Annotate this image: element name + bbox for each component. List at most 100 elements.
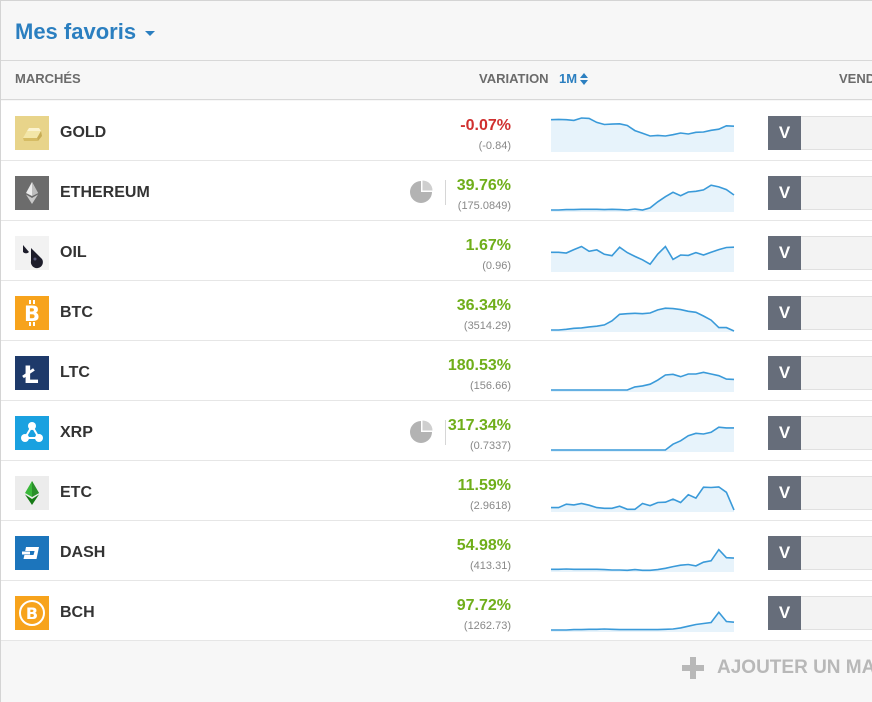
sparkline-line <box>551 426 734 451</box>
sell-price-field[interactable] <box>801 416 872 450</box>
sparkline-chart <box>551 548 735 572</box>
portfolio-pie-icon[interactable] <box>409 180 433 204</box>
sell-button[interactable]: V <box>768 116 801 150</box>
gold-bar-icon <box>15 116 49 150</box>
sparkline-area <box>551 246 734 272</box>
panel-header: Mes favoris <box>1 1 872 61</box>
sell-button[interactable]: V <box>768 296 801 330</box>
asset-name[interactable]: LTC <box>60 364 90 381</box>
variation-absolute: (2.9618) <box>470 500 511 512</box>
add-market-button[interactable]: AJOUTER UN MA <box>682 657 872 679</box>
market-row[interactable]: DASH 54.98% (413.31) V <box>1 521 872 581</box>
sell-button[interactable]: V <box>768 356 801 390</box>
market-row[interactable]: ETC 11.59% (2.9618) V <box>1 461 872 521</box>
sell-price-field[interactable] <box>801 116 872 150</box>
variation-absolute: (1262.73) <box>463 620 511 632</box>
market-row[interactable]: GOLD -0.07% (-0.84) V <box>1 101 872 161</box>
bitcoin-cash-icon: B <box>15 596 49 630</box>
chevron-down-icon <box>145 31 156 36</box>
column-variation[interactable]: VARIATION <box>479 71 549 86</box>
watchlist-selector[interactable]: Mes favoris <box>15 19 156 45</box>
asset-name[interactable]: BTC <box>60 304 93 321</box>
sell-price-field[interactable] <box>801 476 872 510</box>
sparkline-line <box>551 486 735 511</box>
variation-percent: 1.67% <box>465 237 511 254</box>
asset-name[interactable]: BCH <box>60 604 95 621</box>
sell-button[interactable]: V <box>768 596 801 630</box>
sparkline-line <box>551 245 735 266</box>
asset-name[interactable]: OIL <box>60 244 87 261</box>
market-row[interactable]: B BTC 36.34% (3514.29) V <box>1 281 872 341</box>
variation-absolute: (413.31) <box>470 560 511 572</box>
sparkline-line <box>551 611 735 631</box>
variation-percent: 180.53% <box>447 357 511 374</box>
column-sell: VEND <box>839 71 872 86</box>
portfolio-pie-icon[interactable] <box>409 420 433 444</box>
variation-percent: 317.34% <box>447 417 511 434</box>
sparkline-chart <box>551 371 735 392</box>
ripple-icon <box>15 416 49 450</box>
sell-button[interactable]: V <box>768 176 801 210</box>
sparkline-line <box>551 184 735 211</box>
variation-absolute: (156.66) <box>470 380 511 392</box>
market-row[interactable]: XRP 317.34% (0.7337) V <box>1 401 872 461</box>
asset-name[interactable]: XRP <box>60 424 93 441</box>
sparkline-line <box>551 548 735 572</box>
sparkline-chart <box>551 486 735 512</box>
variation-absolute: (3514.29) <box>463 320 511 332</box>
sell-price-field[interactable] <box>801 176 872 210</box>
sell-price-field[interactable] <box>801 596 872 630</box>
column-markets[interactable]: MARCHÉS <box>15 71 81 86</box>
sparkline-chart <box>551 307 735 332</box>
asset-name[interactable]: GOLD <box>60 124 107 141</box>
svg-text:B: B <box>24 302 40 326</box>
sparkline-chart <box>550 117 735 152</box>
sort-icon <box>580 72 589 85</box>
sell-button[interactable]: V <box>768 476 801 510</box>
panel-footer: AJOUTER UN MA <box>1 641 872 702</box>
variation-percent: 36.34% <box>456 297 511 314</box>
market-row[interactable]: ETHEREUM 39.76% (175.0849) V <box>1 161 872 221</box>
sparkline-chart <box>551 426 734 452</box>
sparkline-area <box>551 486 734 512</box>
plus-icon <box>682 657 704 679</box>
sparkline-area <box>551 612 734 632</box>
ethereum-icon <box>15 176 49 210</box>
variation-percent: 97.72% <box>456 597 511 614</box>
oil-drop-icon <box>15 236 49 270</box>
sparkline-area <box>551 549 734 572</box>
variation-absolute: (0.7337) <box>470 440 511 452</box>
variation-percent: 11.59% <box>457 477 511 494</box>
asset-name[interactable]: DASH <box>60 544 106 561</box>
market-row[interactable]: Ł LTC 180.53% (156.66) V <box>1 341 872 401</box>
sell-price-field[interactable] <box>801 536 872 570</box>
divider <box>445 180 446 205</box>
variation-absolute: (0.96) <box>482 260 511 272</box>
dash-icon <box>15 536 49 570</box>
sell-button[interactable]: V <box>768 236 801 270</box>
sell-price-field[interactable] <box>801 356 872 390</box>
ethereum-classic-icon <box>15 476 49 510</box>
bitcoin-icon: B <box>15 296 49 330</box>
sparkline-line <box>551 307 735 332</box>
market-row[interactable]: OIL 1.67% (0.96) V <box>1 221 872 281</box>
sell-button[interactable]: V <box>768 536 801 570</box>
sparkline-area <box>551 372 734 392</box>
variation-percent: -0.07% <box>460 117 511 134</box>
asset-name[interactable]: ETC <box>60 484 92 501</box>
sell-price-field[interactable] <box>801 236 872 270</box>
market-row[interactable]: B BCH 97.72% (1262.73) V <box>1 581 872 641</box>
sell-price-field[interactable] <box>801 296 872 330</box>
litecoin-icon: Ł <box>15 356 49 390</box>
page-title: Mes favoris <box>15 19 137 44</box>
period-selector[interactable]: 1M <box>559 71 589 86</box>
svg-text:B: B <box>26 604 38 623</box>
add-market-label: AJOUTER UN MA <box>717 657 872 678</box>
svg-text:Ł: Ł <box>21 361 38 389</box>
variation-percent: 54.98% <box>456 537 511 554</box>
sparkline-chart <box>551 611 735 632</box>
sell-button[interactable]: V <box>768 416 801 450</box>
asset-name[interactable]: ETHEREUM <box>60 184 150 201</box>
sparkline-chart <box>551 245 735 272</box>
